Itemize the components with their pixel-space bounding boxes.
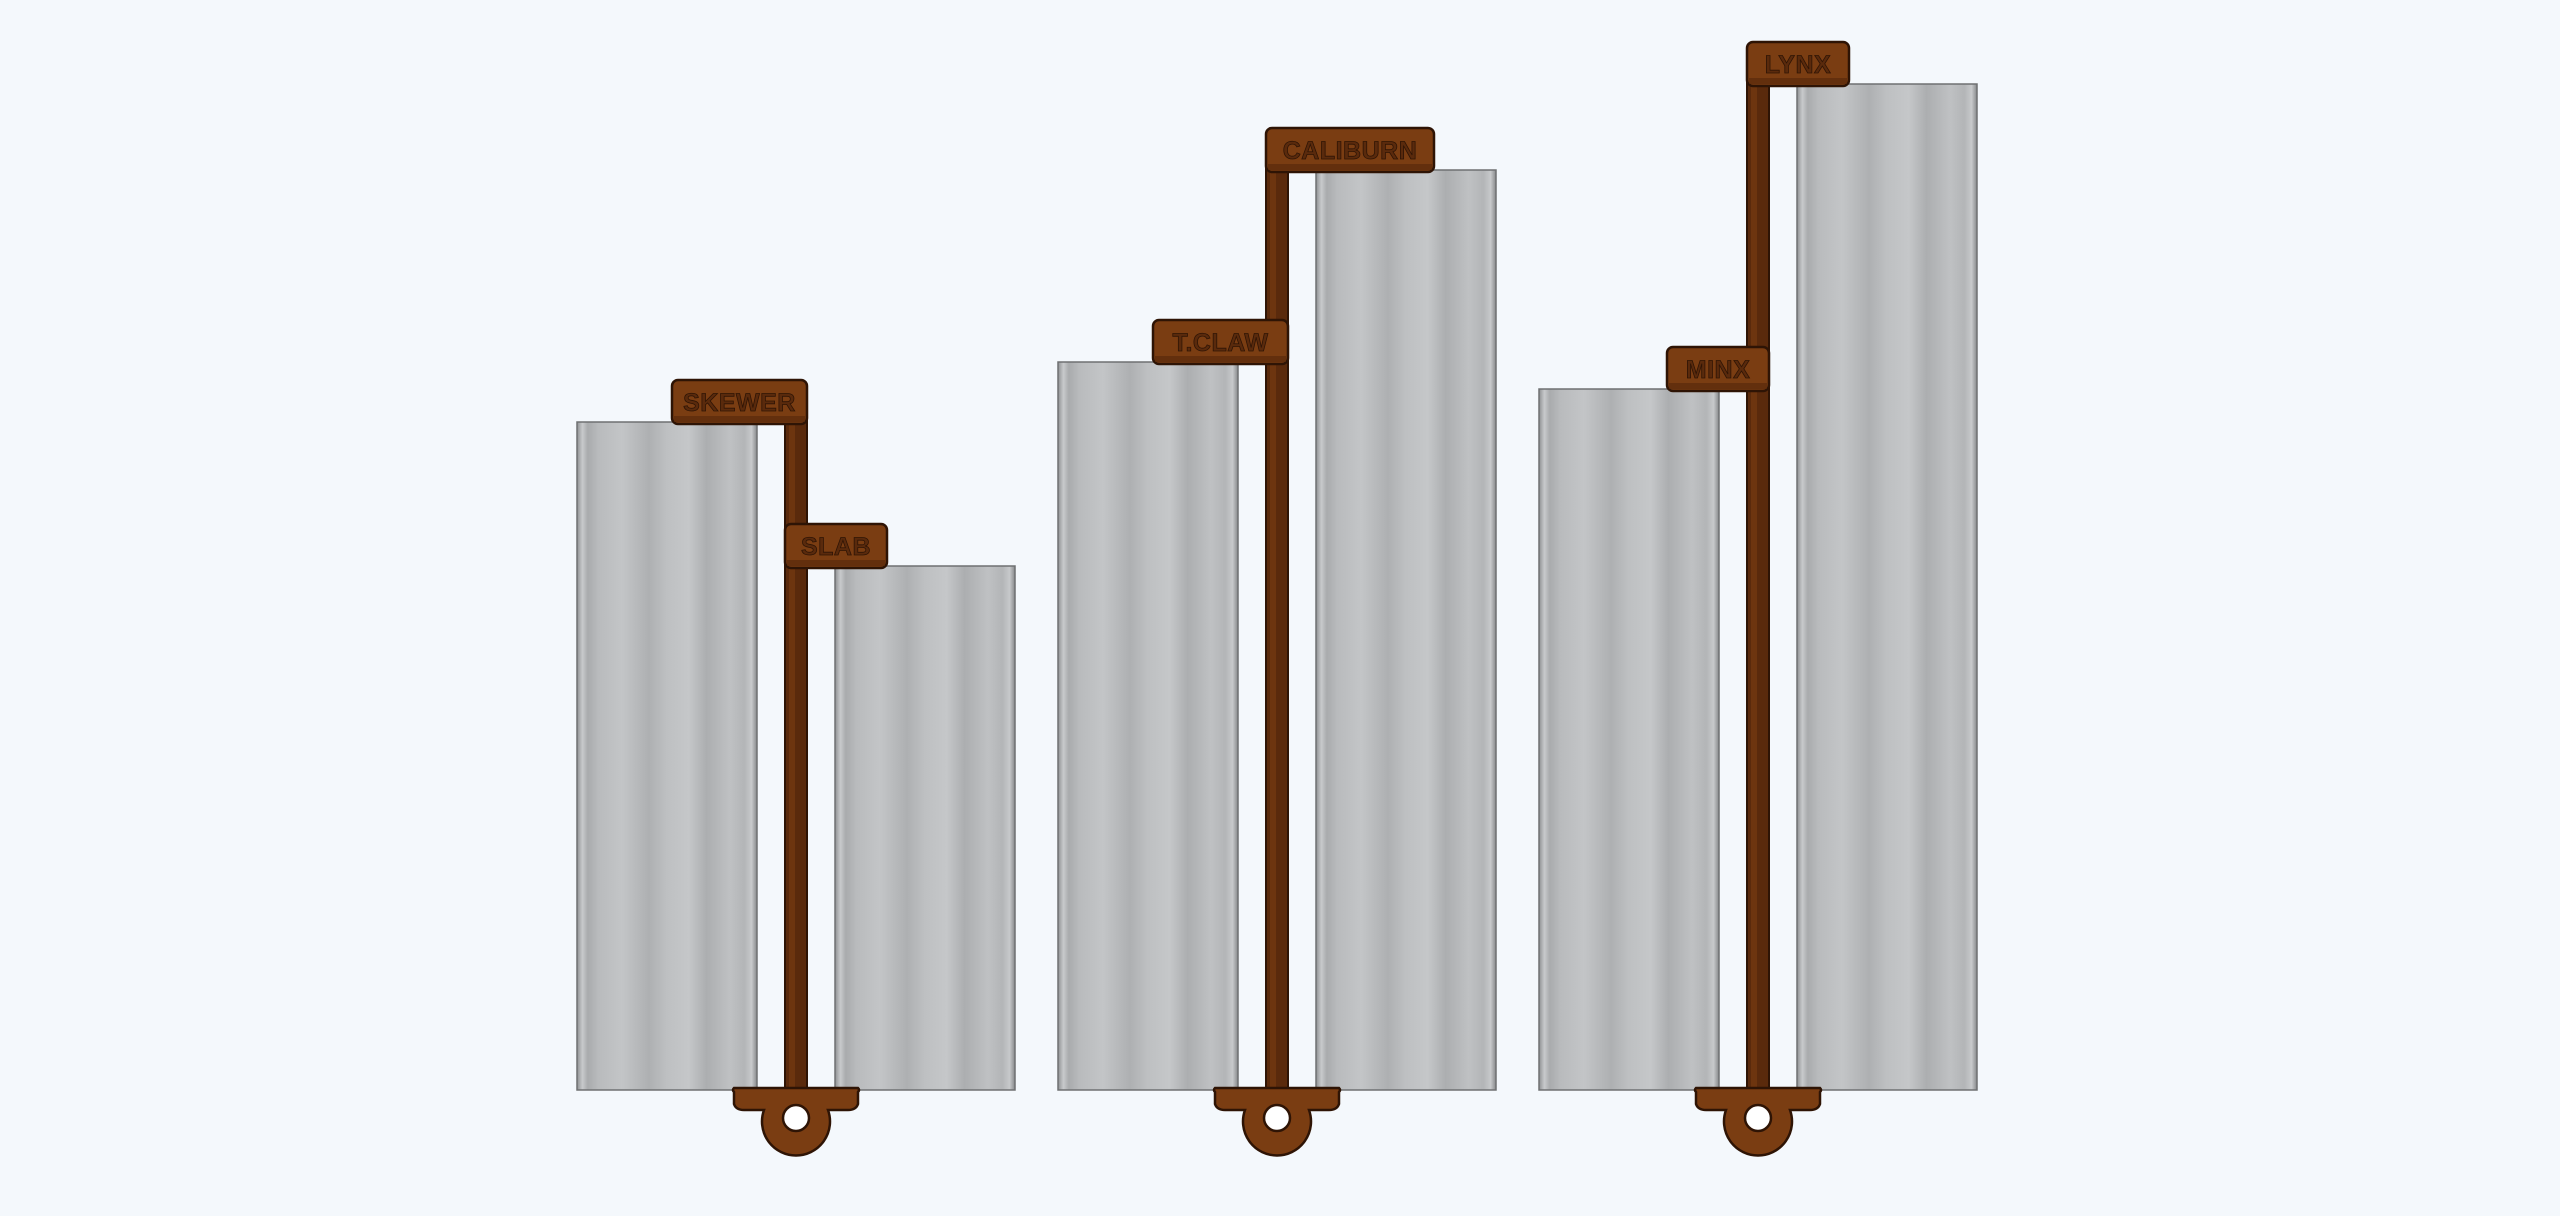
hanging-hole bbox=[1262, 1103, 1292, 1133]
panel-slab bbox=[834, 565, 1016, 1091]
panel-lynx bbox=[1796, 83, 1978, 1091]
holder-rod bbox=[1265, 167, 1289, 1095]
label-tag-skewer: SKEWER bbox=[670, 378, 809, 426]
holder-rod-highlight bbox=[1270, 170, 1276, 1090]
label-tag-t-claw: T.CLAW bbox=[1151, 318, 1290, 366]
label-text: LYNX bbox=[1765, 51, 1831, 79]
hanging-hole bbox=[1743, 1103, 1773, 1133]
holder-rod bbox=[1746, 81, 1770, 1095]
label-text: SLAB bbox=[801, 533, 871, 561]
label-text: MINX bbox=[1686, 356, 1751, 384]
panel-skewer bbox=[576, 421, 758, 1091]
label-tag-lynx: LYNX bbox=[1745, 40, 1851, 88]
group-1: SKEWER SLAB bbox=[576, 378, 1016, 1157]
panel-minx bbox=[1538, 388, 1720, 1091]
label-text: SKEWER bbox=[683, 389, 796, 417]
group-3: MINX LYNX bbox=[1538, 40, 1978, 1157]
label-text: T.CLAW bbox=[1172, 329, 1268, 357]
label-tag-caliburn: CALIBURN bbox=[1264, 126, 1436, 174]
hanging-hole bbox=[781, 1103, 811, 1133]
label-tag-slab: SLAB bbox=[783, 522, 889, 570]
group-2: T.CLAW CALIBURN bbox=[1057, 126, 1497, 1157]
label-text: CALIBURN bbox=[1283, 137, 1418, 165]
label-tag-minx: MINX bbox=[1665, 345, 1771, 393]
panel-t-claw bbox=[1057, 361, 1239, 1091]
holder-rod bbox=[784, 419, 808, 1095]
holder-rod-highlight bbox=[789, 422, 795, 1090]
panel-caliburn bbox=[1315, 169, 1497, 1091]
holder-rod-highlight bbox=[1751, 84, 1757, 1090]
